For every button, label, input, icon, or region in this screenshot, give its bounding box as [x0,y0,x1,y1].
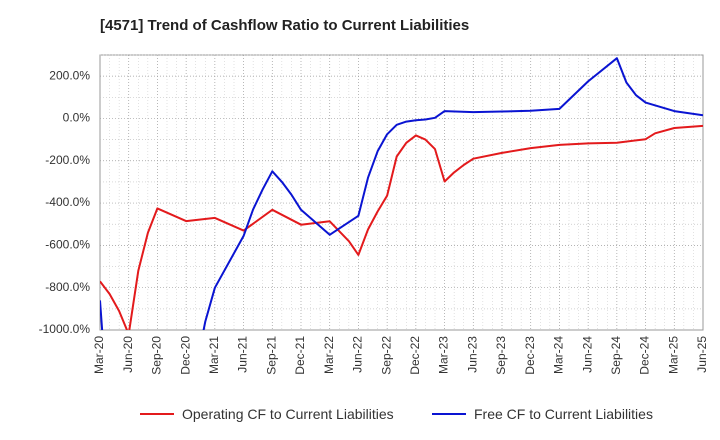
x-tick-label: Sep-23 [494,336,508,375]
x-tick-label: Mar-23 [437,336,451,374]
x-tick-label: Dec-22 [408,336,422,375]
x-axis-tick-labels: Mar-20 Jun-20 Sep-20 Dec-20 Mar-21 Jun-21 Sep-… [92,336,709,375]
x-tick-label: Jun-23 [465,336,479,373]
x-tick-label: Dec-24 [638,336,652,375]
y-tick-label: -400.0% [45,195,90,209]
x-tick-label: Mar-20 [92,336,106,374]
y-tick-label: -800.0% [45,280,90,294]
y-tick-label: -1000.0% [39,322,91,336]
series-line-free-cf [100,57,703,330]
x-tick-label: Mar-22 [322,336,336,374]
x-tick-label: Sep-20 [150,336,164,375]
legend-label-free-cf: Free CF to Current Liabilities [474,406,653,422]
series-line-operating-cf [100,124,703,330]
horizontal-gridlines [100,54,703,331]
x-tick-label: Jun-20 [121,336,135,373]
x-tick-label: Dec-20 [178,336,192,375]
x-tick-label: Sep-21 [264,336,278,375]
x-tick-label: Mar-24 [552,336,566,374]
y-tick-label: -200.0% [45,153,90,167]
y-tick-label: 200.0% [49,68,90,82]
chart-title: [4571] Trend of Cashflow Ratio to Curren… [100,17,469,34]
y-axis-tick-labels: 200.0% 0.0% -200.0% -400.0% -600.0% -800.0% -1… [39,68,91,336]
x-tick-label: Mar-25 [666,336,680,374]
vertical-gridlines [99,55,704,330]
plot-area [99,54,704,331]
x-tick-label: Dec-21 [293,336,307,375]
x-tick-label: Jun-22 [351,336,365,373]
x-tick-label: Jun-24 [580,336,594,373]
legend: Operating CF to Current Liabilities Free… [140,406,653,422]
x-tick-label: Sep-22 [379,336,393,375]
series-lines [100,57,703,330]
x-tick-label: Jun-21 [236,336,250,373]
y-tick-label: -600.0% [45,238,90,252]
y-tick-label: 0.0% [63,111,91,125]
x-tick-label: Mar-21 [207,336,221,374]
legend-label-operating-cf: Operating CF to Current Liabilities [182,406,394,422]
x-tick-label: Dec-23 [523,336,537,375]
x-tick-label: Jun-25 [695,336,709,373]
x-tick-label: Sep-24 [609,336,623,375]
